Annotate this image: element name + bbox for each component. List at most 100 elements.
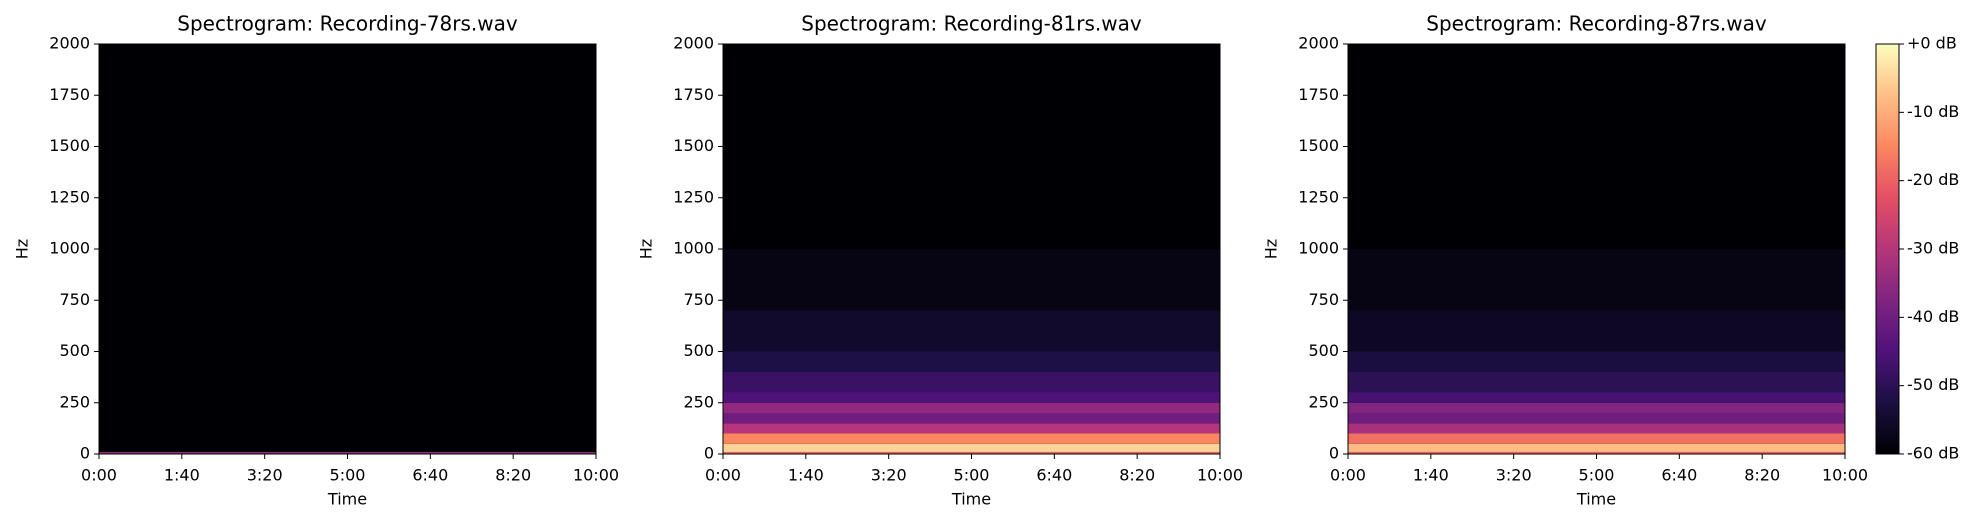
colorbar-tick-label: +0 dB [1907, 34, 1957, 53]
y-tick-label: 0 [1329, 444, 1339, 463]
spectrogram-band [99, 44, 596, 249]
y-tick-label: 750 [683, 290, 714, 309]
spectrogram-band [99, 402, 596, 413]
colorbar-tick-label: -20 dB [1907, 170, 1959, 189]
x-tick-label: 3:20 [871, 466, 907, 485]
x-tick-label: 10:00 [1822, 466, 1868, 485]
x-tick-label: 6:40 [412, 466, 448, 485]
spectrogram-band [99, 351, 596, 372]
chart-title: Spectrogram: Recording-81rs.wav [801, 12, 1142, 36]
x-tick-label: 3:20 [1496, 466, 1532, 485]
chart-title: Spectrogram: Recording-87rs.wav [1426, 12, 1767, 36]
y-tick-label: 2000 [49, 34, 90, 53]
spectrogram-band [1348, 372, 1845, 393]
colorbar-tick-label: -60 dB [1907, 444, 1959, 463]
x-tick-label: 10:00 [1197, 466, 1243, 485]
spectrogram-band [1348, 402, 1845, 413]
x-tick-label: 10:00 [573, 466, 619, 485]
x-axis-label: Time [327, 490, 367, 509]
y-tick-label: 750 [1308, 290, 1339, 309]
spectrogram-band [99, 423, 596, 434]
x-tick-label: 8:20 [1744, 466, 1780, 485]
x-axis-label: Time [951, 490, 991, 509]
x-tick-label: 6:40 [1661, 466, 1697, 485]
spectrogram-band [99, 310, 596, 352]
y-tick-label: 250 [683, 392, 714, 411]
spectrogram-band [723, 402, 1220, 413]
y-tick-label: 2000 [673, 34, 714, 53]
y-axis-label: Hz [1262, 239, 1281, 259]
x-tick-label: 8:20 [1119, 466, 1155, 485]
y-tick-label: 1500 [673, 136, 714, 155]
spectrogram-band [1348, 249, 1845, 311]
spectrogram-band [99, 413, 596, 424]
spectrogram-band [723, 310, 1220, 352]
y-tick-label: 0 [80, 444, 90, 463]
spectrogram-band [99, 249, 596, 311]
x-tick-label: 0:00 [1330, 466, 1366, 485]
spectrogram-band [723, 392, 1220, 403]
spectrogram-band [723, 451, 1220, 454]
y-tick-label: 1250 [49, 187, 90, 206]
spectrogram-band [99, 433, 596, 444]
x-axis-label: Time [1576, 490, 1616, 509]
x-tick-label: 5:00 [330, 466, 366, 485]
y-tick-label: 0 [704, 444, 714, 463]
spectrogram-band [723, 433, 1220, 444]
y-tick-label: 1500 [1298, 136, 1339, 155]
spectrogram-band [99, 392, 596, 403]
x-tick-label: 1:40 [788, 466, 824, 485]
spectrogram-band [1348, 413, 1845, 424]
y-tick-label: 1750 [1298, 85, 1339, 104]
spectrogram-band [723, 249, 1220, 311]
spectrogram-band [1348, 351, 1845, 372]
spectrogram-band [723, 372, 1220, 393]
x-tick-label: 3:20 [247, 466, 283, 485]
y-tick-label: 1250 [673, 187, 714, 206]
y-axis-label: Hz [13, 239, 32, 259]
spectrogram-band [723, 351, 1220, 372]
y-tick-label: 1000 [49, 239, 90, 258]
y-tick-label: 1000 [1298, 239, 1339, 258]
spectrogram-band [1348, 443, 1845, 452]
y-tick-label: 1250 [1298, 187, 1339, 206]
x-tick-label: 8:20 [495, 466, 531, 485]
spectrogram-band [1348, 392, 1845, 403]
x-tick-label: 1:40 [164, 466, 200, 485]
y-tick-label: 2000 [1298, 34, 1339, 53]
colorbar-tick-label: -50 dB [1907, 375, 1959, 394]
x-tick-label: 0:00 [705, 466, 741, 485]
spectrogram-band [1348, 423, 1845, 434]
spectrogram-band [1348, 44, 1845, 249]
y-tick-label: 1000 [673, 239, 714, 258]
x-tick-label: 1:40 [1413, 466, 1449, 485]
spectrogram-band [723, 443, 1220, 452]
y-tick-label: 1750 [673, 85, 714, 104]
y-tick-label: 250 [59, 392, 90, 411]
spectrogram-band [99, 451, 596, 454]
spectrogram-band [723, 423, 1220, 434]
spectrogram-band [723, 44, 1220, 249]
spectrogram-band [1348, 451, 1845, 454]
x-tick-label: 5:00 [954, 466, 990, 485]
colorbar-tick-label: -40 dB [1907, 307, 1959, 326]
spectrogram-band [1348, 433, 1845, 444]
y-tick-label: 250 [1308, 392, 1339, 411]
colorbar-tick-label: -10 dB [1907, 102, 1959, 121]
chart-title: Spectrogram: Recording-78rs.wav [177, 12, 518, 36]
y-tick-label: 500 [59, 341, 90, 360]
y-tick-label: 1500 [49, 136, 90, 155]
spectrogram-band [723, 413, 1220, 424]
y-tick-label: 500 [683, 341, 714, 360]
colorbar [1875, 43, 1900, 455]
spectrogram-band [99, 372, 596, 393]
y-tick-label: 1750 [49, 85, 90, 104]
spectrogram-band [99, 443, 596, 452]
y-tick-label: 750 [59, 290, 90, 309]
colorbar-tick-label: -30 dB [1907, 239, 1959, 258]
x-tick-label: 6:40 [1036, 466, 1072, 485]
x-tick-label: 5:00 [1579, 466, 1615, 485]
spectrogram-band [1348, 310, 1845, 352]
y-tick-label: 500 [1308, 341, 1339, 360]
